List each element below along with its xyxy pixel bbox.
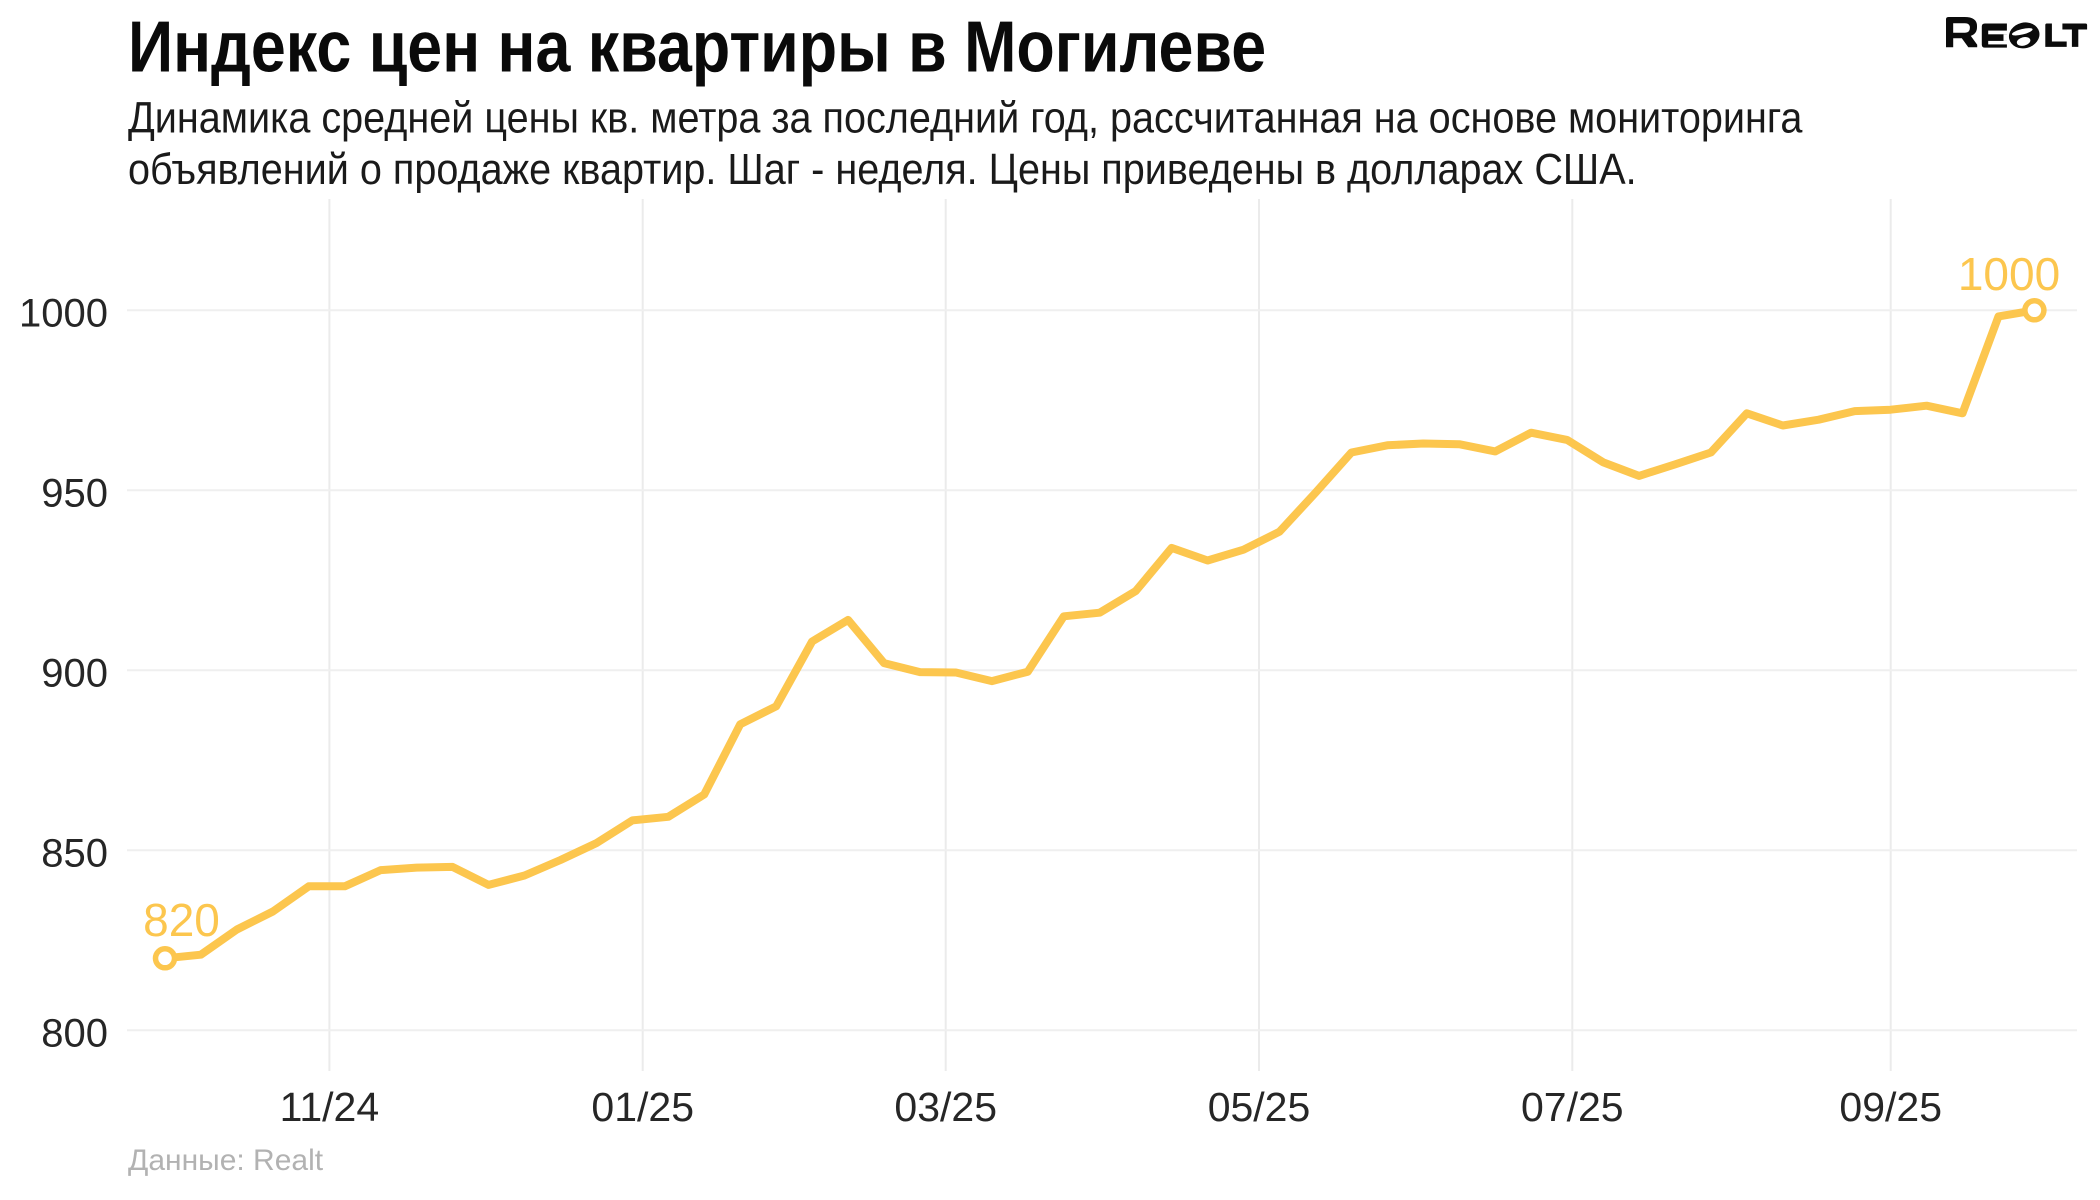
svg-text:850: 850 <box>41 831 108 875</box>
svg-text:Динамика средней цены кв. метр: Динамика средней цены кв. метра за после… <box>128 93 1803 142</box>
svg-text:Индекс цен на квартиры в Могил: Индекс цен на квартиры в Могилеве <box>128 8 1266 88</box>
svg-text:Данные: Realt: Данные: Realt <box>128 1144 324 1177</box>
svg-text:05/25: 05/25 <box>1208 1084 1311 1130</box>
svg-text:07/25: 07/25 <box>1521 1084 1624 1130</box>
svg-text:800: 800 <box>41 1011 108 1055</box>
svg-text:03/25: 03/25 <box>894 1084 997 1130</box>
svg-text:820: 820 <box>143 894 220 946</box>
svg-text:1000: 1000 <box>1958 248 2060 300</box>
svg-text:900: 900 <box>41 651 108 695</box>
svg-text:1000: 1000 <box>19 291 108 335</box>
svg-text:11/24: 11/24 <box>280 1084 380 1130</box>
svg-text:950: 950 <box>41 471 108 515</box>
svg-text:09/25: 09/25 <box>1839 1084 1942 1130</box>
svg-text:объявлений о продаже квартир.: объявлений о продаже квартир. Шаг - неде… <box>128 144 1637 193</box>
svg-text:01/25: 01/25 <box>591 1084 694 1130</box>
